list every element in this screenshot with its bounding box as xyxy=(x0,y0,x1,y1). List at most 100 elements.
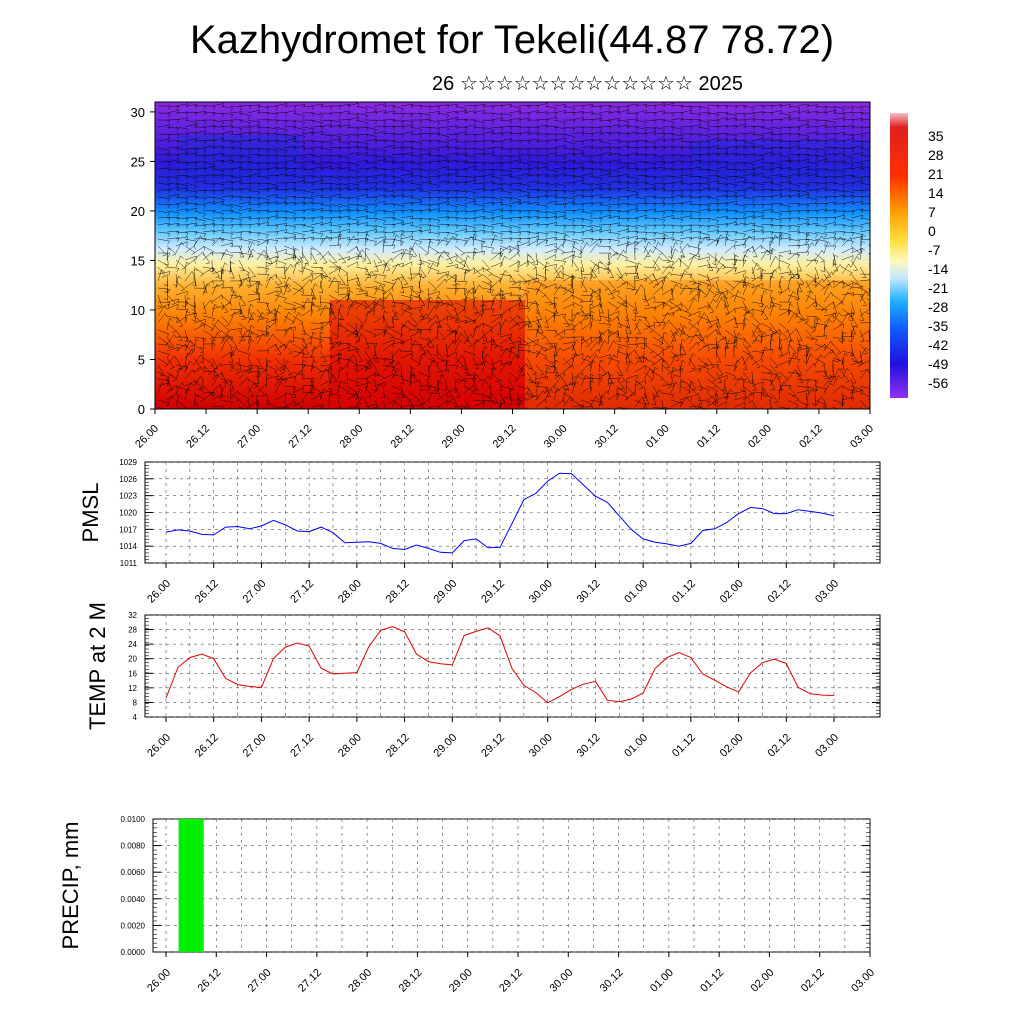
x-tick-label: 27.00 xyxy=(241,732,269,760)
precip-bar xyxy=(178,819,204,952)
x-tick-label: 02.12 xyxy=(797,423,825,451)
colorbar-label: -35 xyxy=(928,318,948,334)
x-tick-label: 30.12 xyxy=(575,578,603,606)
y-tick-label: 32 xyxy=(128,611,137,620)
x-tick-label: 01.00 xyxy=(622,732,650,760)
y-tick-label: 0 xyxy=(138,402,145,417)
colorbar-label: -49 xyxy=(928,356,948,372)
colorbar-label: 7 xyxy=(928,204,936,220)
x-tick-label: 02.12 xyxy=(765,578,793,606)
x-tick-label: 26.12 xyxy=(193,578,221,606)
x-tick-label: 02.00 xyxy=(746,423,774,451)
y-tick-label: 8 xyxy=(133,698,138,707)
y-tick-label: 1026 xyxy=(119,475,137,484)
y-tick-label: 0.0080 xyxy=(121,842,146,851)
x-tick-label: 30.00 xyxy=(527,578,555,606)
x-tick-label: 29.00 xyxy=(431,732,459,760)
x-tick-label: 29.12 xyxy=(491,423,519,451)
x-tick-label: 26.12 xyxy=(184,423,212,451)
x-tick-label: 02.00 xyxy=(718,732,746,760)
y-tick-label: 0.0040 xyxy=(121,895,146,904)
x-tick-label: 02.00 xyxy=(749,967,777,995)
x-tick-label: 29.12 xyxy=(497,967,525,995)
x-tick-label: 26.12 xyxy=(195,967,223,995)
y-tick-label: 0.0020 xyxy=(121,921,146,930)
precip-frame xyxy=(152,818,871,953)
x-tick-label: 01.12 xyxy=(670,578,698,606)
y-tick-label: 1014 xyxy=(119,542,137,551)
x-tick-label: 26.00 xyxy=(145,578,173,606)
x-tick-label: 29.00 xyxy=(440,423,468,451)
x-tick-label: 27.12 xyxy=(288,732,316,760)
y-tick-label: 0.0100 xyxy=(121,815,146,824)
colorbar-label: -42 xyxy=(928,337,948,353)
x-tick-label: 30.12 xyxy=(593,423,621,451)
x-tick-label: 01.12 xyxy=(698,967,726,995)
x-tick-label: 29.00 xyxy=(431,578,459,606)
x-tick-label: 03.00 xyxy=(848,423,876,451)
precip-ylabel: PRECIP, mm xyxy=(58,822,83,950)
cool-region xyxy=(525,280,870,409)
y-tick-label: 12 xyxy=(128,684,137,693)
x-tick-label: 28.00 xyxy=(337,423,365,451)
pmsl-frame xyxy=(144,461,881,564)
colorbar-label: 14 xyxy=(928,185,944,201)
x-tick-label: 27.12 xyxy=(288,578,316,606)
x-tick-label: 30.12 xyxy=(598,967,626,995)
warm-core xyxy=(330,300,525,409)
y-tick-label: 15 xyxy=(131,253,145,268)
cold-pocket xyxy=(180,135,300,180)
x-tick-label: 27.12 xyxy=(296,967,324,995)
x-tick-label: 02.12 xyxy=(799,967,827,995)
x-tick-label: 30.12 xyxy=(575,732,603,760)
x-tick-label: 30.00 xyxy=(542,423,570,451)
temp-ylabel: TEMP at 2 M xyxy=(85,602,110,730)
y-tick-label: 1020 xyxy=(119,509,137,518)
colorbar-label: 35 xyxy=(928,128,944,144)
x-tick-label: 28.00 xyxy=(336,732,364,760)
x-tick-label: 28.12 xyxy=(384,578,412,606)
x-tick-label: 27.00 xyxy=(241,578,269,606)
y-tick-label: 20 xyxy=(128,655,137,664)
x-tick-label: 03.00 xyxy=(813,578,841,606)
y-tick-label: 5 xyxy=(138,352,145,367)
x-tick-label: 27.00 xyxy=(246,967,274,995)
x-tick-label: 30.00 xyxy=(527,732,555,760)
y-tick-label: 1029 xyxy=(119,458,137,467)
x-tick-label: 28.12 xyxy=(397,967,425,995)
y-tick-label: 30 xyxy=(131,105,145,120)
colorbar-label: -21 xyxy=(928,280,948,296)
chart-subtitle: 26 ☆☆☆☆☆☆☆☆☆☆☆☆☆ 2025 xyxy=(432,73,743,95)
y-tick-label: 24 xyxy=(128,640,137,649)
wind-barbs xyxy=(157,103,870,409)
x-tick-label: 29.00 xyxy=(447,967,475,995)
x-tick-label: 01.00 xyxy=(622,578,650,606)
y-tick-label: 0.0060 xyxy=(121,868,146,877)
cold-pocket xyxy=(690,140,870,180)
x-tick-label: 28.12 xyxy=(384,732,412,760)
x-tick-label: 02.12 xyxy=(765,732,793,760)
y-tick-label: 16 xyxy=(128,669,137,678)
temp-frame xyxy=(144,614,881,718)
x-tick-label: 26.00 xyxy=(145,732,173,760)
y-tick-label: 28 xyxy=(128,626,137,635)
y-tick-label: 1011 xyxy=(120,559,138,568)
colorbar-label: -7 xyxy=(928,242,941,258)
y-tick-label: 0.0000 xyxy=(121,948,146,957)
temp-line xyxy=(165,626,835,704)
x-tick-label: 01.00 xyxy=(648,967,676,995)
x-tick-label: 28.00 xyxy=(336,578,364,606)
cross-section-heatmap xyxy=(155,102,870,409)
x-tick-label: 01.12 xyxy=(695,423,723,451)
x-tick-label: 26.00 xyxy=(145,967,173,995)
x-tick-label: 01.12 xyxy=(670,732,698,760)
y-tick-label: 4 xyxy=(133,713,138,722)
x-tick-label: 01.00 xyxy=(644,423,672,451)
x-tick-label: 27.00 xyxy=(235,423,263,451)
y-tick-label: 20 xyxy=(131,204,145,219)
x-tick-label: 30.00 xyxy=(547,967,575,995)
pmsl-line xyxy=(165,472,835,554)
y-tick-label: 10 xyxy=(131,303,145,318)
colorbar xyxy=(890,113,908,398)
